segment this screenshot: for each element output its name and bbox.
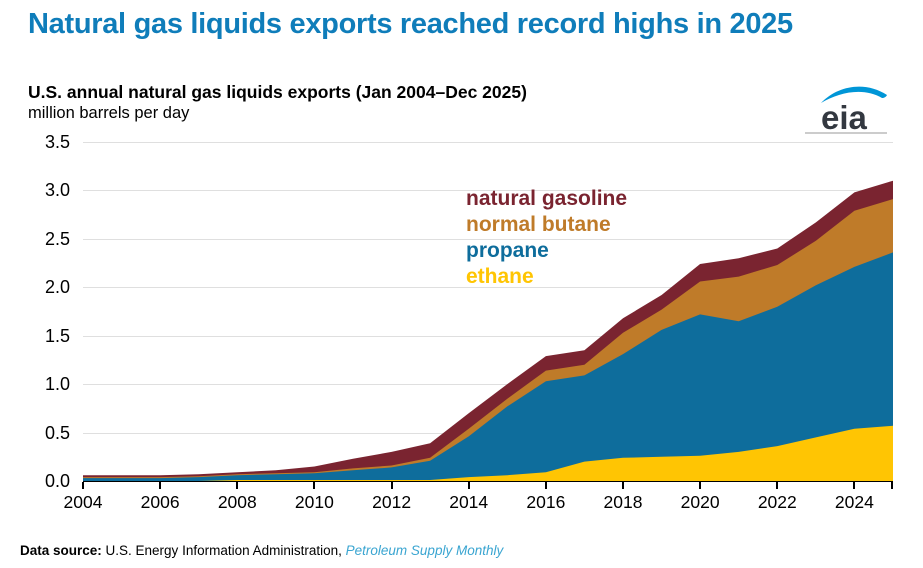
y-axis-label-2.5: 2.5 — [44, 228, 70, 249]
x-axis-label-2014: 2014 — [449, 492, 489, 512]
x-tick-2008 — [236, 482, 239, 489]
x-axis-label-2016: 2016 — [526, 492, 566, 512]
x-tick-2004 — [82, 482, 84, 489]
gridline-y-1.0 — [83, 384, 893, 386]
chart-units-label: million barrels per day — [28, 104, 190, 122]
y-axis-label-0.0: 0.0 — [44, 471, 70, 491]
eia-logo-text: eia — [821, 99, 868, 132]
x-tick-2010 — [313, 482, 316, 489]
gridline-y-1.5 — [83, 335, 893, 337]
data-source-publication-link[interactable]: Petroleum Supply Monthly — [345, 543, 504, 558]
gridline-y-3.0 — [83, 190, 893, 192]
y-axis-label-0.5: 0.5 — [44, 422, 70, 443]
area-propane — [83, 252, 893, 481]
legend-item-normal-butane: normal butane — [466, 213, 611, 236]
y-axis-label-2.0: 2.0 — [44, 277, 70, 298]
y-axis-label-1.5: 1.5 — [44, 325, 70, 346]
x-tick-2024 — [853, 482, 856, 489]
page-title: Natural gas liquids exports reached reco… — [28, 8, 793, 40]
x-tick-2016 — [544, 482, 547, 489]
eia-logo-swoosh-icon — [821, 86, 887, 103]
data-source-note: Data source: U.S. Energy Information Adm… — [20, 543, 503, 558]
x-tick-axis-end — [891, 482, 893, 489]
legend-item-natural-gasoline: natural gasoline — [466, 187, 628, 210]
stacked-area-plot — [83, 180, 893, 481]
gridline-y-2.5 — [83, 238, 893, 240]
x-tick-2018 — [622, 482, 624, 489]
eia-logo: eia — [821, 86, 887, 132]
x-axis-label-2020: 2020 — [680, 492, 720, 512]
x-axis-label-2024: 2024 — [834, 492, 874, 512]
area-ethane — [83, 425, 893, 481]
gridline-y-3.5 — [83, 142, 893, 143]
legend-item-propane: propane — [466, 239, 549, 262]
x-tick-2022 — [776, 482, 779, 489]
x-axis-label-2012: 2012 — [372, 492, 412, 512]
x-axis-line — [83, 480, 893, 482]
y-axis-label-3.0: 3.0 — [44, 180, 70, 201]
legend-item-ethane: ethane — [466, 265, 534, 288]
logo-underline — [805, 132, 887, 134]
y-axis-label-3.5: 3.5 — [44, 132, 70, 152]
x-tick-2012 — [390, 482, 393, 489]
x-axis-label-2022: 2022 — [757, 492, 797, 512]
x-axis-label-2004: 2004 — [63, 492, 103, 512]
x-axis-label-2008: 2008 — [217, 492, 257, 512]
gridline-y-2.0 — [83, 287, 893, 289]
x-tick-2014 — [467, 482, 470, 489]
chart-legend: natural gasoline normal butane propane etha… — [466, 186, 627, 290]
x-axis-label-2018: 2018 — [603, 492, 643, 512]
x-axis-label-2010: 2010 — [294, 492, 334, 512]
y-axis-label-1.0: 1.0 — [44, 374, 70, 395]
x-axis-label-2006: 2006 — [140, 492, 180, 512]
chart-title: U.S. annual natural gas liquids exports … — [28, 82, 527, 102]
x-tick-2006 — [159, 482, 162, 489]
x-tick-2020 — [699, 482, 702, 489]
data-source-text: U.S. Energy Information Administration, — [101, 543, 346, 558]
data-source-label: Data source: — [20, 543, 102, 558]
